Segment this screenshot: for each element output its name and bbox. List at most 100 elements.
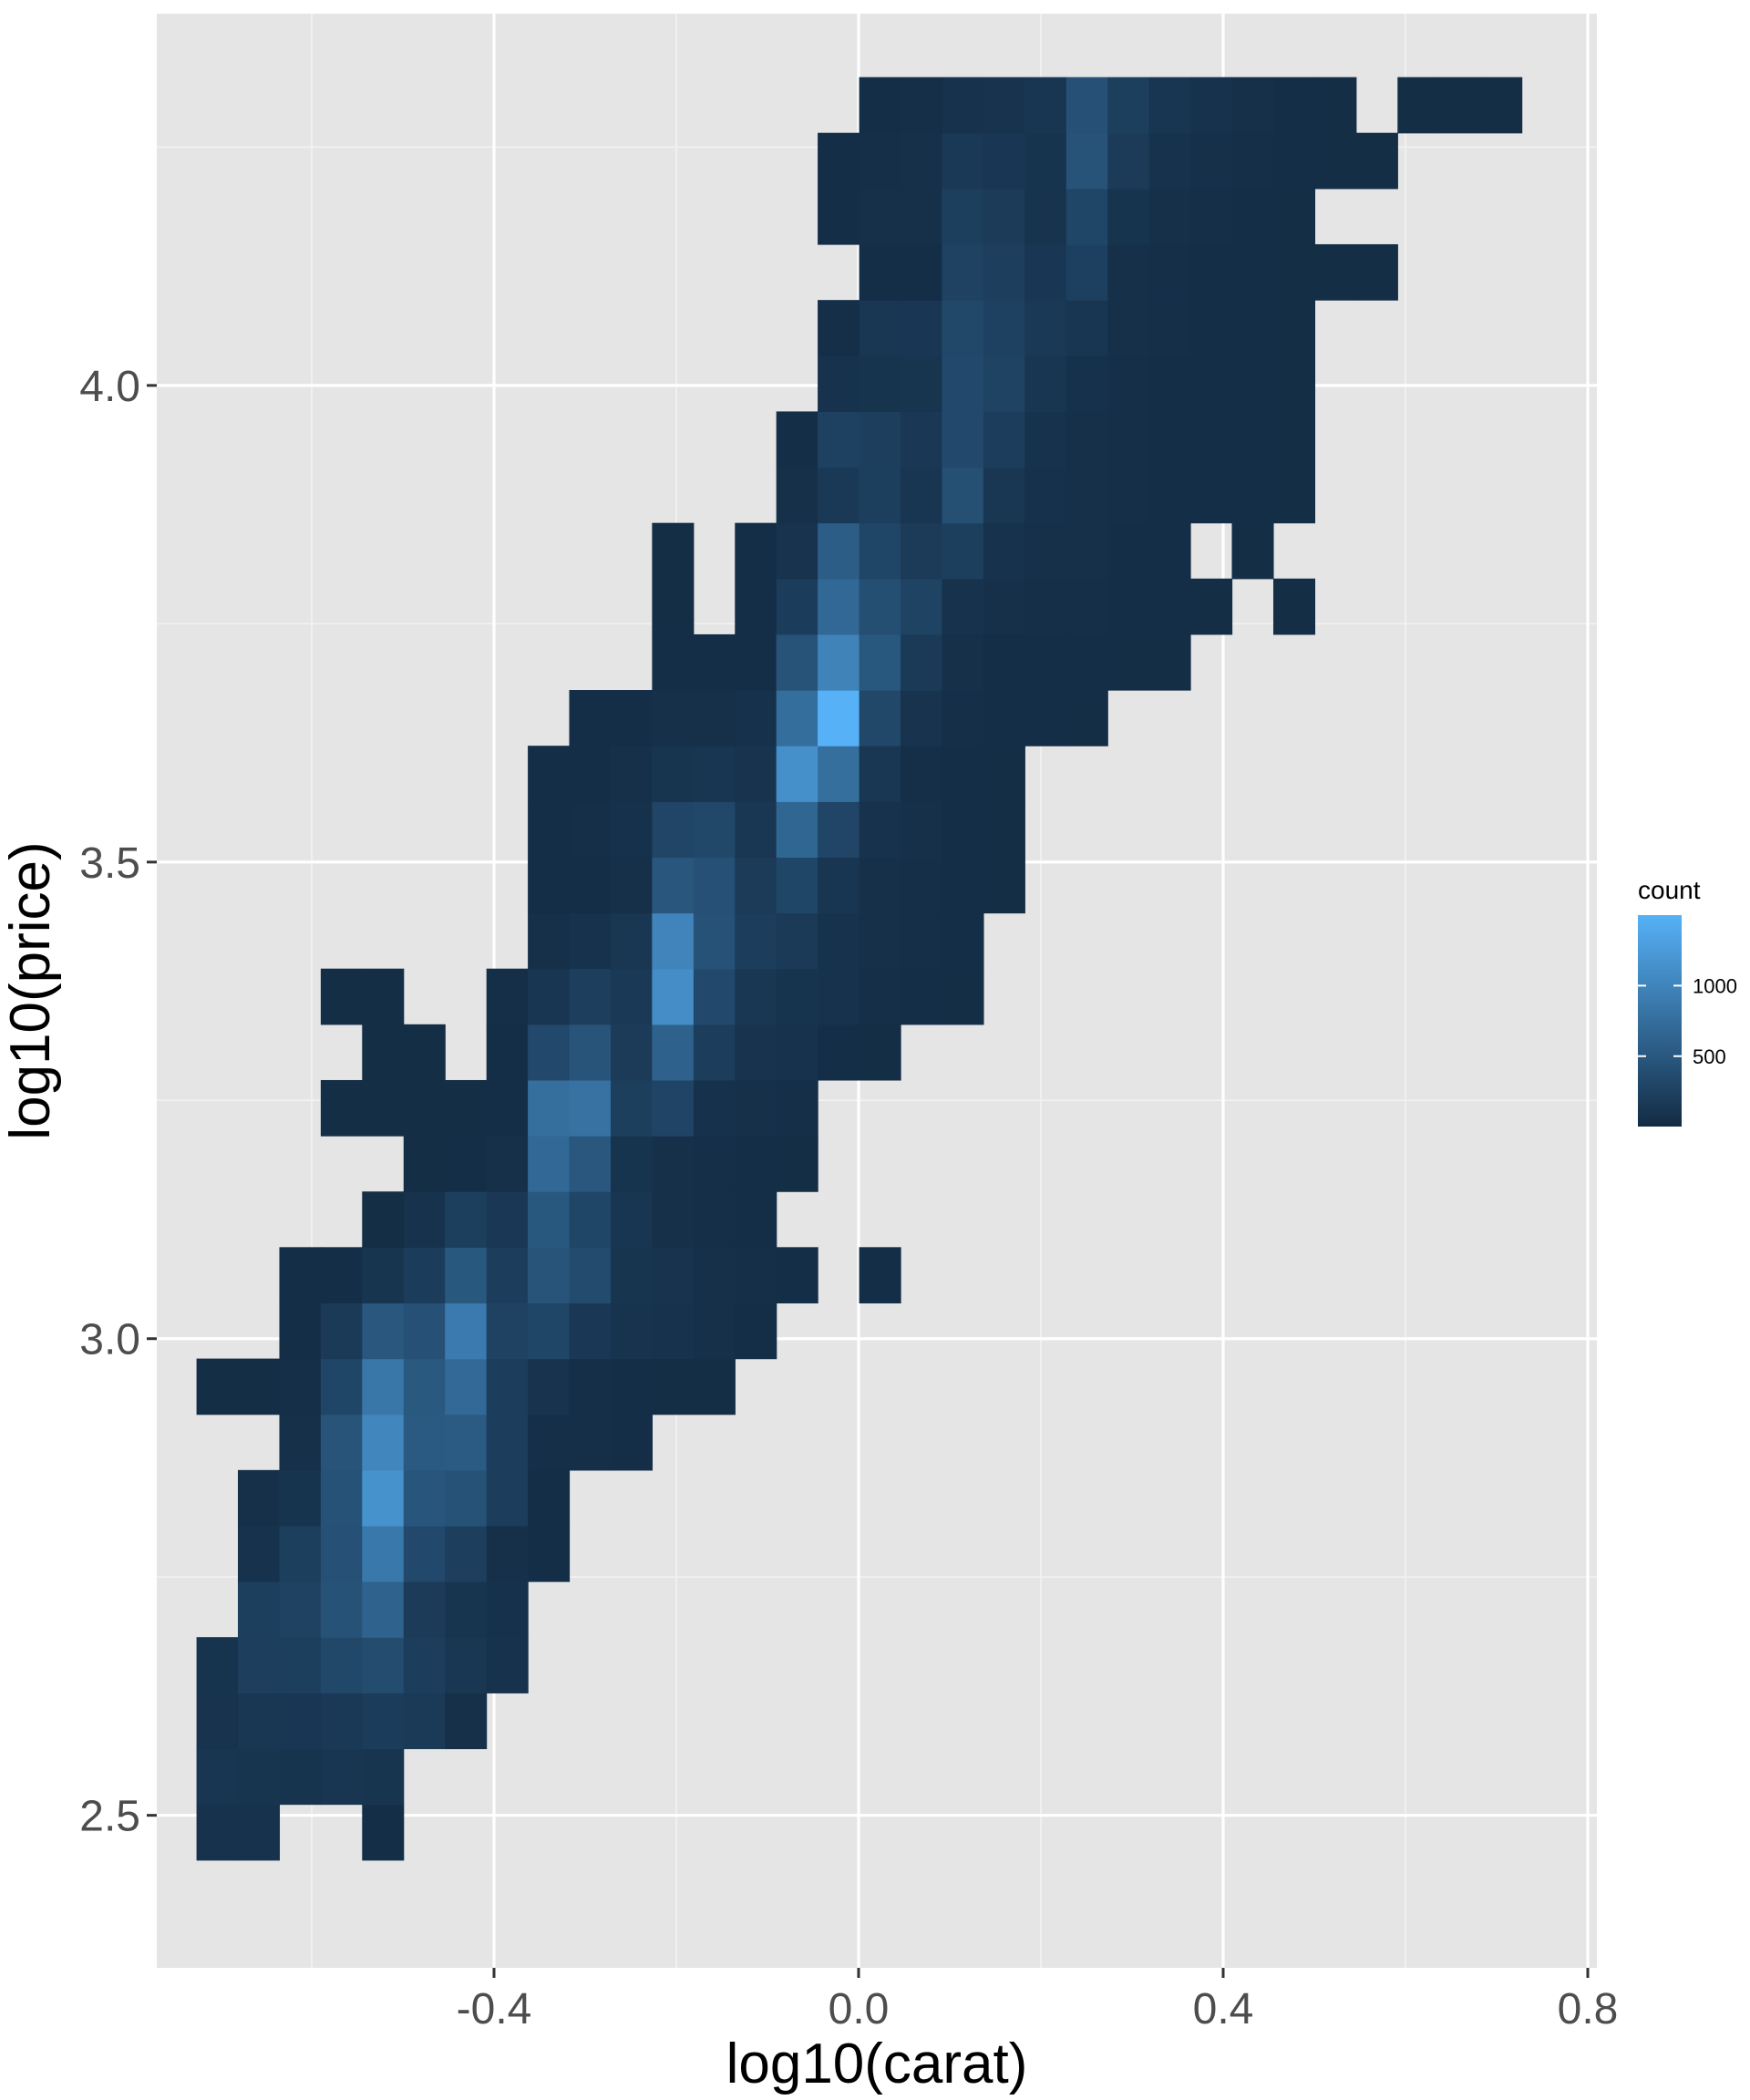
heatmap-cell	[486, 1469, 529, 1527]
heatmap-cell	[320, 968, 363, 1025]
heatmap-cell	[776, 467, 818, 524]
heatmap-cell	[1148, 243, 1191, 301]
heatmap-cell	[320, 1637, 363, 1693]
heatmap-cell	[403, 1469, 446, 1527]
heatmap-cell	[403, 1247, 446, 1304]
heatmap-cell	[279, 1358, 322, 1415]
heatmap-cell	[1231, 355, 1274, 412]
heatmap-cell	[237, 1581, 281, 1638]
heatmap-cell	[362, 1469, 405, 1527]
heatmap-cell	[237, 1637, 281, 1693]
heatmap-cell	[735, 1136, 777, 1192]
heatmap-cell	[279, 1469, 322, 1527]
heatmap-cell	[776, 1247, 818, 1304]
heatmap-cell	[1397, 77, 1440, 134]
heatmap-cell	[983, 188, 1025, 245]
heatmap-cell	[1190, 300, 1233, 356]
heatmap-cell	[859, 522, 901, 580]
heatmap-cell	[403, 1414, 446, 1471]
heatmap-cell	[403, 1525, 446, 1582]
heatmap-cell	[942, 801, 984, 858]
heatmap-cell	[1024, 243, 1067, 301]
heatmap-cell	[528, 1414, 571, 1471]
heatmap-cell	[1107, 132, 1150, 190]
heatmap-cell	[569, 1136, 612, 1192]
heatmap-cell	[1065, 522, 1108, 580]
heatmap-cell	[1024, 77, 1067, 134]
heatmap-cell	[942, 857, 984, 914]
heatmap-cell	[528, 1525, 571, 1582]
heatmap-cell	[403, 1637, 446, 1693]
heatmap-cell	[445, 1469, 488, 1527]
heatmap-cell	[486, 1024, 529, 1081]
heatmap-cell	[1065, 188, 1108, 245]
heatmap-cell	[610, 801, 654, 858]
heatmap-cell	[403, 1693, 446, 1750]
y-tick-label: 3.5	[79, 839, 140, 888]
heatmap-cell	[1065, 411, 1108, 468]
heatmap-cell	[610, 1247, 654, 1304]
heatmap-cell	[1480, 77, 1523, 134]
heatmap-cell	[776, 411, 818, 468]
heatmap-cell	[983, 690, 1025, 746]
heatmap-cell	[320, 1748, 363, 1806]
heatmap-cell	[1107, 77, 1150, 134]
heatmap-cell	[818, 578, 860, 635]
heatmap-cell	[610, 1079, 654, 1137]
heatmap-cell	[445, 1247, 488, 1304]
heatmap-cell	[1065, 300, 1108, 356]
heatmap-cell	[1272, 132, 1316, 190]
heatmap-cell	[818, 300, 860, 356]
heatmap-cell	[1024, 633, 1067, 691]
heatmap-cell	[1107, 188, 1150, 245]
heatmap-cell	[320, 1693, 363, 1750]
heatmap-cell	[818, 633, 860, 691]
heatmap-cell	[900, 243, 943, 301]
heatmap-cell	[486, 1581, 529, 1638]
heatmap-cell	[1024, 690, 1067, 746]
heatmap-cell	[1024, 300, 1067, 356]
heatmap-cell	[652, 1302, 695, 1360]
heatmap-cell	[818, 467, 860, 524]
heatmap-cell	[942, 690, 984, 746]
heatmap-cell	[569, 968, 612, 1025]
heatmap-cell	[776, 968, 818, 1025]
heatmap-cell	[279, 1693, 322, 1750]
heatmap-cell	[1190, 578, 1233, 635]
heatmap-cell	[859, 188, 901, 245]
heatmap-cell	[900, 912, 943, 970]
legend-colorbar	[1638, 915, 1682, 1127]
heatmap-cell	[1314, 77, 1357, 134]
heatmap-cell	[1231, 243, 1274, 301]
heatmap-cell	[1024, 411, 1067, 468]
heatmap-cell	[1355, 243, 1398, 301]
heatmap-cell	[1024, 467, 1067, 524]
heatmap-cell	[196, 1748, 239, 1806]
heatmap-cell	[320, 1414, 363, 1471]
heatmap-cell	[859, 746, 901, 802]
heatmap-cell	[1190, 243, 1233, 301]
heatmap-cell	[1272, 467, 1316, 524]
heatmap-cell	[1231, 77, 1274, 134]
heatmap-cell	[776, 912, 818, 970]
y-axis-title: log10(price)	[0, 841, 62, 1139]
heatmap-cell	[1272, 300, 1316, 356]
heatmap-cell	[652, 746, 695, 802]
heatmap-cell	[900, 522, 943, 580]
heatmap-cell	[652, 633, 695, 691]
heatmap-cell	[983, 857, 1025, 914]
heatmap-cell	[818, 801, 860, 858]
heatmap-cell	[776, 746, 818, 802]
heatmap-cell	[569, 857, 612, 914]
heatmap-cell	[652, 1191, 695, 1248]
legend-tick-label: 500	[1693, 1045, 1726, 1068]
heatmap-cell	[362, 1414, 405, 1471]
heatmap-cell	[610, 1024, 654, 1081]
heatmap-cell	[1107, 355, 1150, 412]
heatmap-cell	[196, 1693, 239, 1750]
heatmap-cell	[237, 1804, 281, 1861]
heatmap-cell	[693, 857, 736, 914]
heatmap-cell	[1065, 690, 1108, 746]
heatmap-cell	[652, 1247, 695, 1304]
heatmap-cell	[776, 633, 818, 691]
